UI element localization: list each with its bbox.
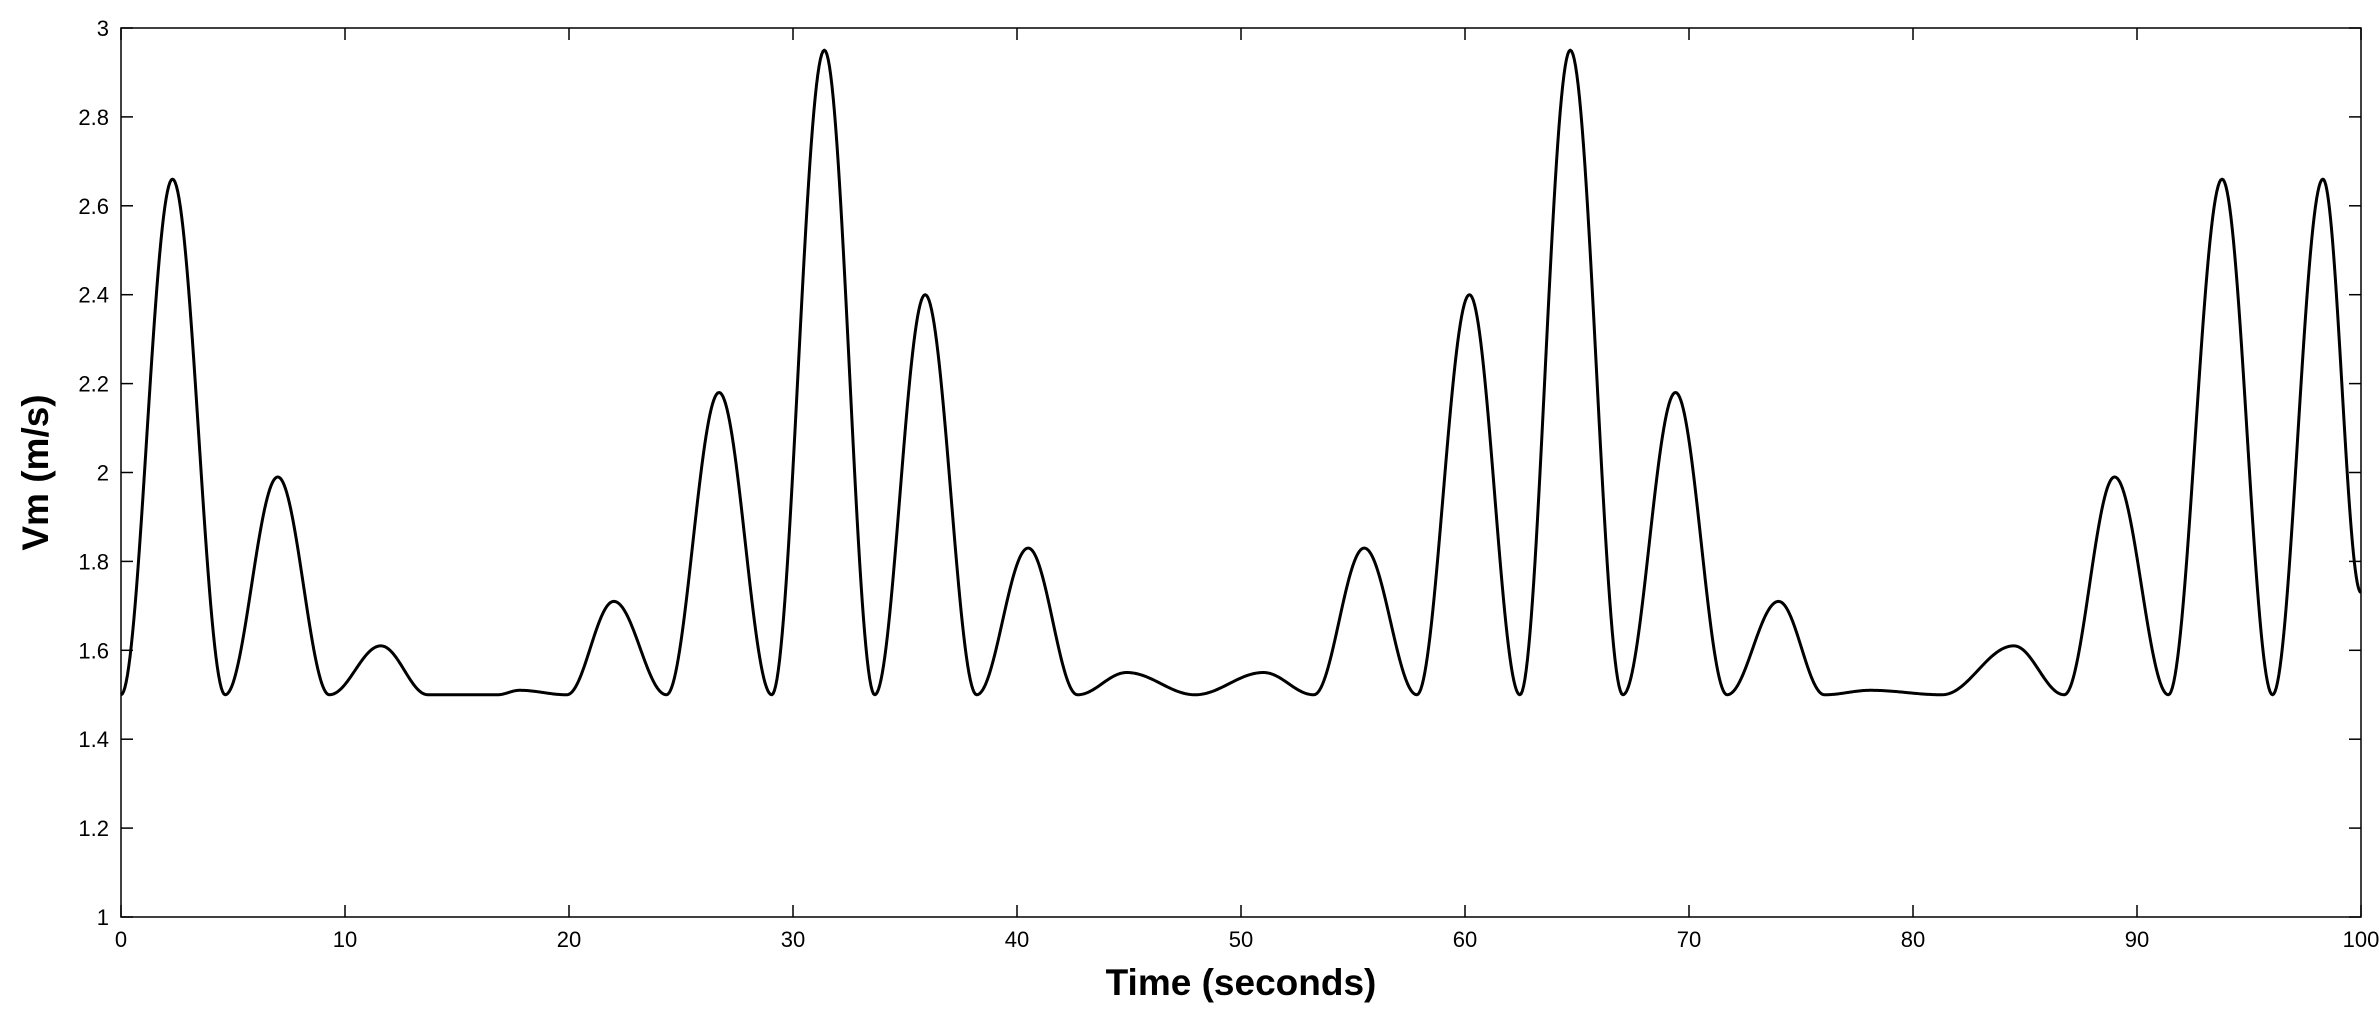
x-tick-label-3: 30 [781,927,805,952]
x-tick-label-1: 10 [333,927,357,952]
x-tick-label-8: 80 [1901,927,1925,952]
y-tick-label-6: 2.2 [78,372,109,397]
series-line [120,48,2362,697]
plot-frame [120,27,2362,918]
y-tick-label-4: 1.8 [78,549,109,574]
y-tick-label-2: 1.4 [78,727,109,752]
y-tick-label-7: 2.4 [78,283,109,308]
x-tick-label-7: 70 [1677,927,1701,952]
y-tick-label-3: 1.6 [78,638,109,663]
y-axis-label: Vm (m/s) [15,394,56,550]
y-tick-label-10: 3 [97,16,109,41]
axis-tick-labels: 0 10 20 30 40 50 60 70 80 90 100 1 1.2 1.4 1.6 1.8 2 2.2 2… [78,16,2379,952]
plot-area [121,28,2361,917]
y-tick-label-9: 2.8 [78,105,109,130]
x-tick-label-4: 40 [1005,927,1029,952]
y-tick-label-0: 1 [97,905,109,930]
x-tick-label-5: 50 [1229,927,1253,952]
x-tick-label-6: 60 [1453,927,1477,952]
y-tick-label-1: 1.2 [78,816,109,841]
x-tick-label-10: 100 [2343,927,2379,952]
y-tick-label-8: 2.6 [78,194,109,219]
x-axis-label: Time (seconds) [1106,962,1377,1003]
x-tick-label-0: 0 [115,927,127,952]
x-tick-label-2: 20 [557,927,581,952]
y-tick-label-5: 2 [97,461,109,486]
x-tick-label-9: 90 [2125,927,2149,952]
